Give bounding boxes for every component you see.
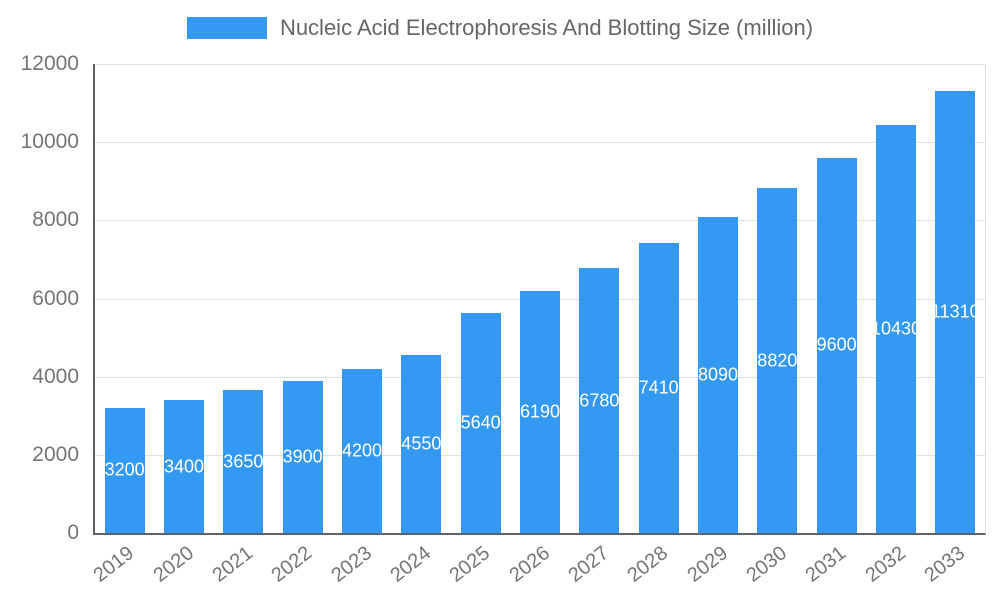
x-tick-label: 2031 bbox=[801, 542, 851, 587]
y-tick-label: 4000 bbox=[32, 364, 79, 388]
bar: 3900 bbox=[282, 380, 323, 533]
x-tick-label: 2025 bbox=[445, 542, 495, 587]
bar: 6190 bbox=[520, 291, 560, 533]
x-tick-label: 2020 bbox=[148, 542, 198, 587]
bar-value-label: 10430 bbox=[870, 318, 922, 339]
bar: 3400 bbox=[164, 400, 204, 533]
y-tick-label: 10000 bbox=[20, 130, 79, 154]
bar: 8820 bbox=[757, 188, 797, 533]
x-tick-label: 2029 bbox=[682, 542, 732, 587]
gridline bbox=[95, 142, 985, 144]
bar-value-label: 3200 bbox=[104, 459, 145, 480]
x-tick-label: 2032 bbox=[860, 542, 910, 587]
legend-swatch bbox=[186, 17, 267, 39]
bar: 7410 bbox=[639, 243, 679, 533]
bar: 4550 bbox=[401, 355, 441, 533]
y-axis: 0 2000 4000 6000 8000 10000 12000 bbox=[0, 52, 79, 544]
bar-value-label: 6780 bbox=[579, 390, 620, 410]
x-tick-label: 2030 bbox=[742, 542, 791, 587]
y-tick-label: 0 bbox=[67, 521, 79, 544]
bar-value-label: 3900 bbox=[282, 446, 323, 467]
bar: 3200 bbox=[104, 407, 145, 533]
x-tick-label: 2024 bbox=[386, 542, 435, 587]
bar: 4200 bbox=[341, 368, 383, 533]
y-tick-label: 6000 bbox=[32, 286, 79, 310]
plot-area: 3200 3400 3650 3900 4200 4550 5640 6190 6780 7410… bbox=[93, 64, 986, 535]
bar-value-label: 6190 bbox=[519, 401, 561, 422]
gridline bbox=[95, 220, 985, 222]
bar: 3650 bbox=[223, 390, 263, 533]
x-tick-label: 2021 bbox=[208, 542, 257, 587]
bar: 6780 bbox=[579, 268, 619, 533]
bar-value-label: 8090 bbox=[697, 364, 739, 385]
x-tick-label: 2023 bbox=[326, 542, 376, 587]
y-tick-label: 2000 bbox=[32, 442, 79, 466]
bar-value-label: 4550 bbox=[401, 433, 442, 454]
bar-value-label: 8820 bbox=[757, 350, 798, 371]
bar: 8090 bbox=[697, 216, 739, 533]
legend: Nucleic Acid Electrophoresis And Blottin… bbox=[0, 15, 1000, 41]
bar-value-label: 3400 bbox=[163, 456, 205, 477]
bar-value-label: 4200 bbox=[341, 440, 383, 461]
bar-value-label: 3650 bbox=[223, 451, 264, 472]
bar: 11310 bbox=[931, 90, 980, 533]
y-tick-label: 8000 bbox=[32, 208, 79, 232]
bar: 10430 bbox=[871, 125, 921, 533]
x-tick-label: 2028 bbox=[623, 542, 673, 587]
x-tick-label: 2022 bbox=[267, 542, 317, 587]
bar: 5640 bbox=[460, 312, 501, 533]
x-tick-label: 2019 bbox=[89, 542, 139, 587]
y-tick-label: 12000 bbox=[20, 52, 79, 75]
bar: 9600 bbox=[816, 157, 857, 533]
gridline bbox=[95, 64, 985, 65]
x-tick-label: 2026 bbox=[504, 542, 554, 587]
chart-title: Nucleic Acid Electrophoresis And Blottin… bbox=[279, 15, 814, 40]
x-axis: 2019 2020 2021 2022 2023 2024 2025 2026 2027 2028… bbox=[90, 542, 985, 600]
bar-value-label: 9600 bbox=[816, 334, 857, 355]
x-tick-label: 2027 bbox=[564, 542, 613, 587]
bar-value-label: 11310 bbox=[930, 301, 980, 322]
x-tick-label: 2033 bbox=[920, 542, 969, 587]
bar-value-label: 5640 bbox=[460, 412, 501, 433]
bar-value-label: 7410 bbox=[638, 377, 679, 398]
